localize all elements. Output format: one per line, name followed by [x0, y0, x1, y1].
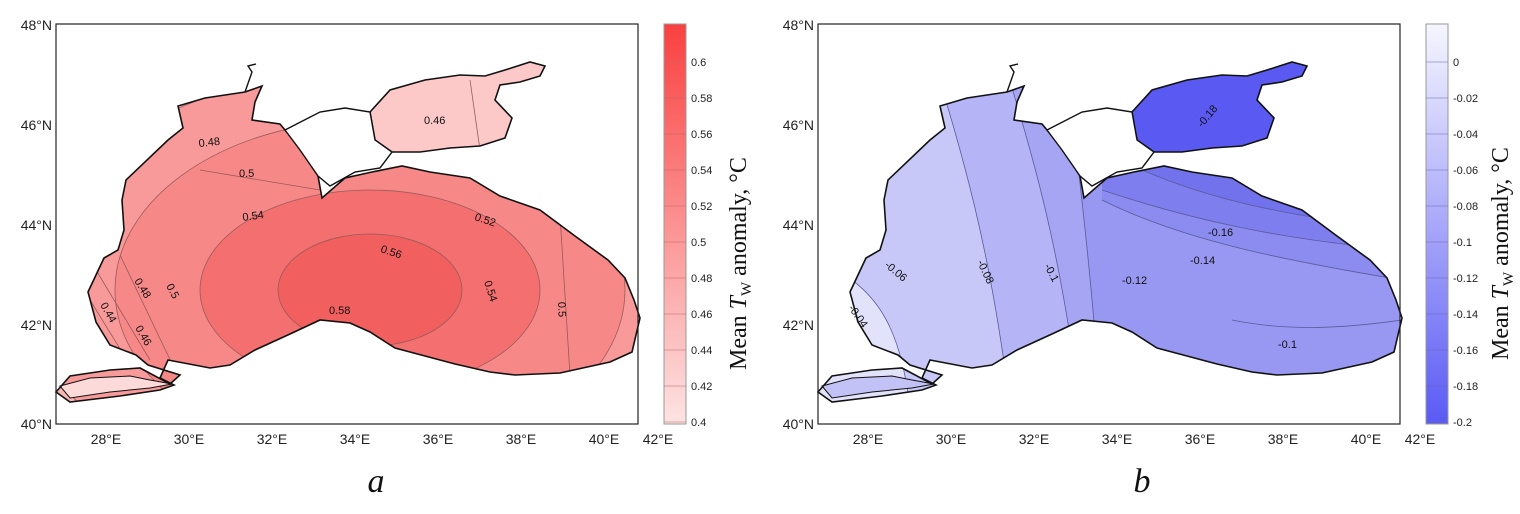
lat-tick: 44°N: [21, 217, 52, 233]
panel-b-contour-label: -0.1: [1278, 339, 1297, 351]
lon-tick: 32°E: [1019, 431, 1050, 447]
panel-b-contour-label: -0.14: [1190, 255, 1215, 267]
panel-b-azov-coastline: [1131, 61, 1309, 153]
panel-b-colorbar-tick: -0.14: [1453, 309, 1478, 321]
lon-tick: 38°E: [1268, 431, 1299, 447]
panel-a-contour-label: 0.5: [555, 302, 568, 318]
panel-b-crimea: [1045, 107, 1155, 187]
panel-a-contour-label: 0.5: [239, 168, 254, 180]
lat-tick: 42°N: [21, 317, 52, 333]
lon-tick: 34°E: [1102, 431, 1133, 447]
lon-tick: 30°E: [174, 431, 205, 447]
lat-tick: 40°N: [21, 416, 52, 432]
lat-tick: 48°N: [783, 17, 814, 33]
lat-tick: 46°N: [783, 117, 814, 133]
lat-tick: 40°N: [783, 416, 814, 432]
panel-a-colorbar-tick: 0.52: [691, 201, 712, 213]
panel-b-colorbar-tick: -0.18: [1453, 381, 1478, 393]
panel-b-colorbar-tick: -0.2: [1453, 417, 1472, 429]
panel-a-colorbar-tick: 0.54: [691, 165, 712, 177]
lon-tick: 42°E: [1405, 431, 1436, 447]
panel-b-colorbar-tick: -0.1: [1453, 237, 1472, 249]
lon-tick: 38°E: [506, 431, 537, 447]
panel-a-contour-label: 0.46: [424, 115, 445, 127]
panel-a-colorbar-title: Mean TW anomaly, °C: [726, 157, 755, 370]
panel-a-lon-axis: 28°E 30°E 32°E 34°E 36°E 38°E 40°E 42°E: [91, 431, 674, 447]
panel-a-colorbar-tick: 0.6: [691, 57, 706, 69]
lon-tick: 28°E: [853, 431, 884, 447]
lon-tick: 34°E: [340, 431, 371, 447]
panel-a-lat-axis: 48°N 46°N 44°N 42°N 40°N: [21, 17, 52, 432]
panel-b-colorbar-tick: -0.02: [1453, 93, 1478, 105]
panel-a-contour-label: 0.54: [242, 209, 265, 224]
panel-b-colorbar-title: Mean TW anomaly, °C: [1488, 147, 1517, 360]
panel-a-map: 0.46 0.48 0.5 0.54 0.56 0.52 0.58 0.54 0…: [21, 17, 755, 500]
panel-b-lat-axis: 48°N 46°N 44°N 42°N 40°N: [783, 17, 814, 432]
panel-a-frame: [55, 23, 639, 425]
panel-a-contour-label: 0.48: [198, 136, 221, 150]
panel-b-coastline: [816, 84, 1403, 403]
panel-b-colorbar-tick: 0: [1453, 57, 1459, 69]
panel-b-colorbar-tick: -0.16: [1453, 345, 1478, 357]
panel-b-lon-axis: 28°E 30°E 32°E 34°E 36°E 38°E 40°E 42°E: [853, 431, 1436, 447]
lat-tick: 42°N: [783, 317, 814, 333]
lon-tick: 40°E: [1351, 431, 1382, 447]
panel-b-colorbar-tick: -0.12: [1453, 273, 1478, 285]
panel-a-colorbar-tick: 0.5: [691, 237, 706, 249]
panel-b-contour-label: -0.16: [1208, 227, 1233, 239]
panel-b-dnieper: [1006, 63, 1019, 93]
panel-a-colorbar-tick: 0.42: [691, 381, 712, 393]
lon-tick: 30°E: [936, 431, 967, 447]
lon-tick: 40°E: [589, 431, 620, 447]
panel-b-sea-field: [818, 86, 1402, 402]
panel-a-colorbar-tick: 0.46: [691, 309, 712, 321]
panel-a-colorbar-tick: 0.4: [691, 417, 706, 429]
lon-tick: 32°E: [257, 431, 288, 447]
panel-b-colorbar-tick: -0.06: [1453, 165, 1478, 177]
panel-a-dnieper: [244, 63, 257, 93]
panel-a-colorbar-tick: 0.48: [691, 273, 712, 285]
lon-tick: 36°E: [423, 431, 454, 447]
panel-b-colorbar: 0 -0.02 -0.04 -0.06 -0.08 -0.1 -0.12 -0.…: [1425, 23, 1517, 429]
panel-a-coastline: [54, 84, 641, 403]
lat-tick: 46°N: [21, 117, 52, 133]
panel-a-colorbar: 0.6 0.58 0.56 0.54 0.52 0.5 0.48 0.46 0.…: [663, 23, 755, 429]
panel-b-map: -0.18 -0.16 -0.14 -0.12 -0.1 -0.08 -0.06…: [783, 17, 1517, 500]
panel-a-colorbar-tick: 0.44: [691, 345, 712, 357]
lon-tick: 36°E: [1185, 431, 1216, 447]
panel-b-colorbar-tick: -0.08: [1453, 201, 1478, 213]
lon-tick: 28°E: [91, 431, 122, 447]
lat-tick: 44°N: [783, 217, 814, 233]
panel-a-crimea: [283, 107, 393, 187]
panel-b-label: b: [1134, 463, 1151, 500]
panel-a-contour-label: 0.58: [329, 305, 350, 317]
panel-b-frame: [817, 23, 1401, 425]
panel-a-azov-coastline: [369, 61, 547, 153]
panel-a-colorbar-tick: 0.58: [691, 93, 712, 105]
panel-b-colorbar-tick: -0.04: [1453, 129, 1478, 141]
lon-tick: 42°E: [643, 431, 674, 447]
lat-tick: 48°N: [21, 17, 52, 33]
panel-a-label: a: [368, 463, 385, 500]
panel-a-colorbar-tick: 0.56: [691, 129, 712, 141]
panel-b-contour-label: -0.12: [1122, 275, 1147, 287]
